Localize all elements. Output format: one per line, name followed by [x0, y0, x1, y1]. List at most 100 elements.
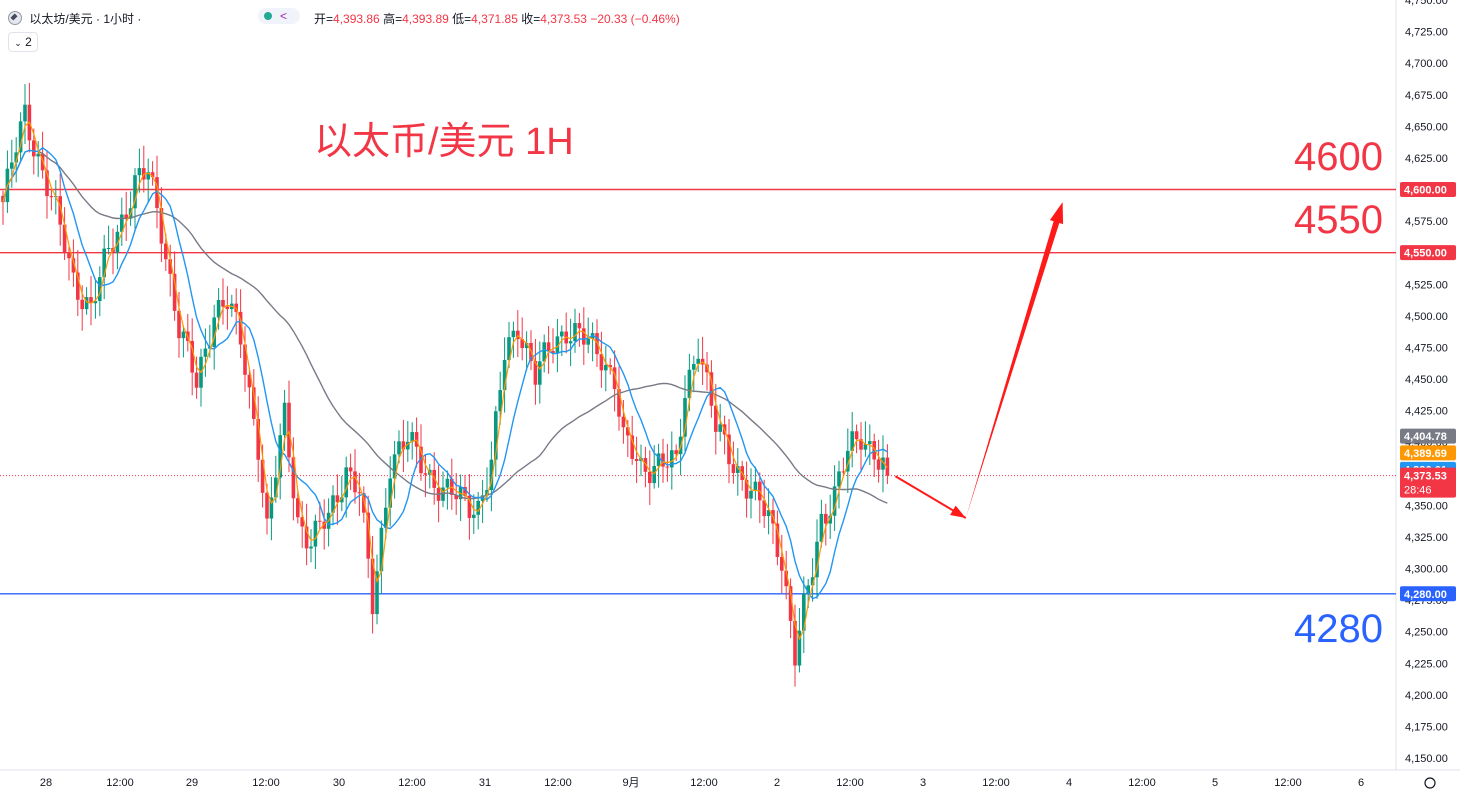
candle-body [45, 170, 49, 197]
candle-body [881, 457, 885, 470]
candle-body [546, 342, 551, 351]
candle-body [863, 444, 868, 450]
candle-body [485, 490, 489, 496]
candle-body [714, 405, 718, 432]
candle-body [419, 446, 423, 474]
y-tick-label: 4,525.00 [1405, 279, 1448, 291]
ohlc-values: 开=4,393.86 高=4,393.89 低=4,371.85 收=4,373… [314, 10, 680, 27]
annotation-4550: 4550 [1294, 198, 1383, 242]
candle-body [133, 175, 137, 209]
price-axis [1396, 0, 1460, 797]
candle-body [749, 490, 753, 499]
candle-body [445, 478, 450, 488]
candle-body [194, 372, 199, 388]
candle-body [568, 341, 573, 344]
y-tick-label: 4,500.00 [1405, 311, 1448, 323]
candle-body [120, 214, 124, 232]
candle-body [793, 620, 797, 666]
candle-body [520, 339, 524, 349]
candle-body [353, 471, 357, 493]
candle-body [573, 323, 577, 342]
candle-countdown: 28:46 [1404, 485, 1432, 497]
y-tick-label: 4,475.00 [1405, 342, 1448, 354]
candle-body [375, 571, 379, 615]
candle-body [656, 453, 661, 467]
candle-body [476, 500, 480, 515]
x-tick-label: 12:00 [836, 777, 864, 789]
candle-body [463, 486, 467, 496]
indicators-count: 2 [25, 35, 32, 49]
candle-body [379, 527, 384, 572]
candle-body [150, 172, 155, 178]
candle-body [98, 277, 102, 301]
candle-body [617, 389, 621, 417]
candle-body [674, 450, 678, 455]
candle-body [256, 418, 260, 460]
candle-body [397, 441, 401, 455]
x-tick-label: 12:00 [106, 777, 134, 789]
candle-body [599, 354, 604, 371]
candle-body [84, 297, 89, 310]
settings-icon[interactable] [1424, 777, 1436, 789]
candle-body [841, 471, 846, 473]
legend-actions[interactable]: < [258, 8, 300, 24]
market-status-icon [264, 12, 272, 20]
candle-body [859, 439, 863, 450]
slow-ma-line [2, 149, 888, 504]
price-tag-mid-ma: 4,389.69 [1404, 448, 1447, 460]
candle-body [282, 402, 287, 436]
x-tick-label: 6 [1358, 777, 1364, 789]
candle-body [815, 541, 819, 578]
candle-body [868, 441, 872, 445]
candle-body [115, 231, 120, 253]
candle-body [172, 273, 177, 311]
candle-body [146, 172, 150, 180]
candle-body [850, 431, 854, 451]
price-tag-last: 4,373.53 [1404, 471, 1447, 483]
candle-body [388, 478, 392, 508]
candle-body [780, 557, 784, 571]
y-tick-label: 4,575.00 [1405, 216, 1448, 228]
y-tick-label: 4,675.00 [1405, 90, 1448, 102]
candle-body [102, 248, 106, 278]
candle-body [177, 310, 181, 339]
candle-body [802, 593, 806, 631]
candle-body [608, 365, 612, 368]
candle-body [498, 390, 502, 412]
open-value: 4,393.86 [333, 12, 380, 26]
close-label: 收= [521, 12, 541, 26]
candle-body [766, 510, 771, 517]
indicators-toggle-button[interactable]: ⌄ 2 [8, 32, 38, 52]
candle-body [472, 514, 476, 518]
y-tick-label: 4,450.00 [1405, 374, 1448, 386]
candle-body [36, 153, 40, 157]
x-tick-label: 12:00 [544, 777, 572, 789]
share-icon[interactable]: < [280, 9, 288, 23]
candle-body [238, 311, 243, 345]
symbol-title[interactable]: 以太坊/美元 · 1小时 · [29, 12, 142, 26]
candle-body [797, 630, 802, 666]
chevron-down-icon: ⌄ [14, 38, 22, 48]
candle-body [454, 494, 458, 500]
candle-body [124, 214, 128, 219]
candle-body [819, 513, 824, 542]
x-tick-label: 3 [920, 777, 926, 789]
candle-body [159, 208, 164, 244]
candle-body [62, 224, 67, 254]
candle-body [762, 500, 766, 517]
candle-body [18, 121, 23, 153]
candle-body [265, 492, 269, 519]
candle-body [1, 195, 5, 203]
candle-body [753, 481, 758, 491]
candle-body [775, 523, 780, 558]
candle-body [582, 328, 586, 345]
candle-body [357, 492, 362, 494]
candle-body [164, 243, 168, 260]
candle-body [432, 469, 436, 488]
candle-body [384, 507, 388, 528]
candle-body [137, 168, 142, 176]
candle-body [626, 427, 630, 436]
candle-body [846, 450, 850, 472]
candle-body [340, 497, 344, 503]
